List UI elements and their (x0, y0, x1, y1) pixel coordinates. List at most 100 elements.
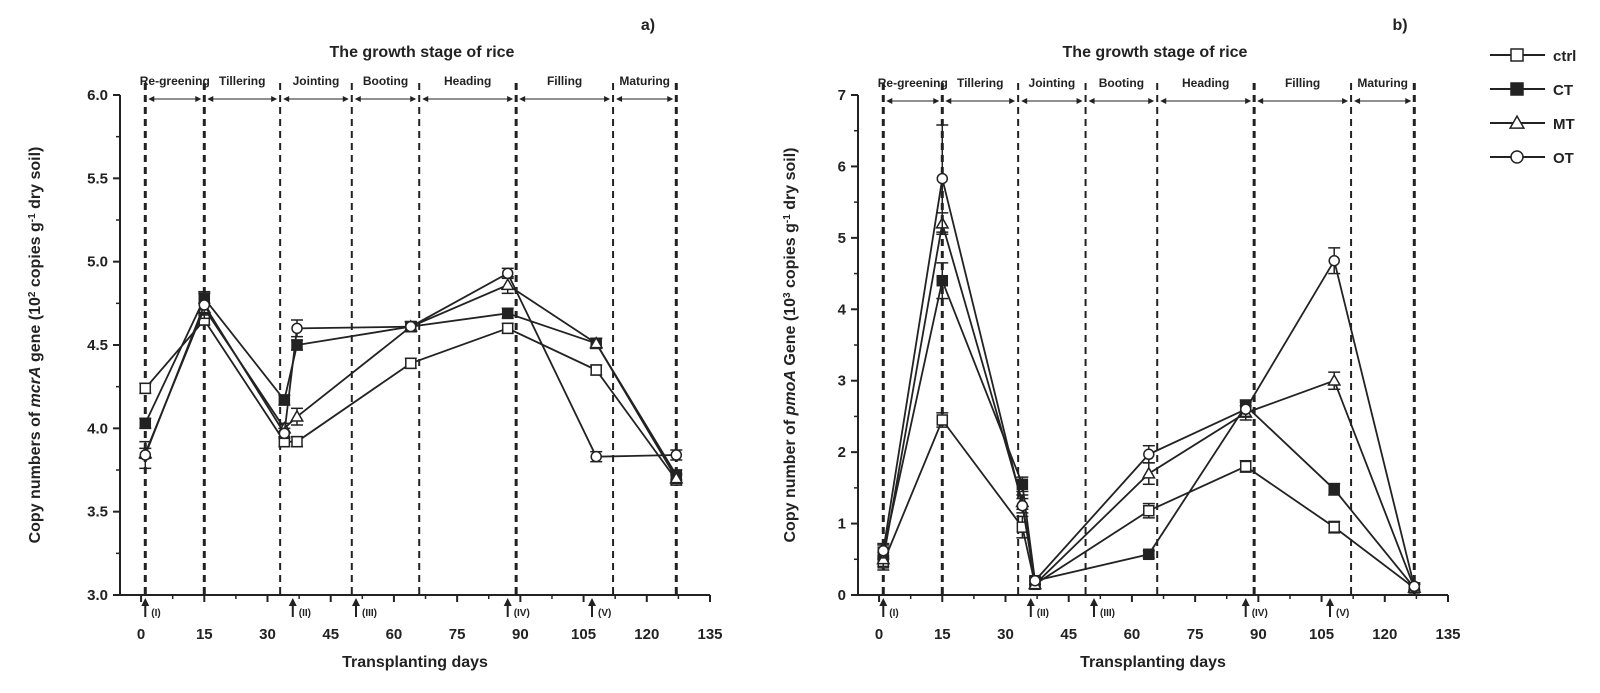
arrowhead-right (1009, 98, 1016, 104)
stage-label: Filling (547, 74, 582, 88)
x-tick-label: 45 (1060, 626, 1077, 643)
series-OT (877, 124, 1421, 593)
arrowhead-right (933, 98, 940, 104)
data-point (1328, 483, 1340, 496)
stage-label: Heading (444, 74, 491, 88)
data-point (590, 364, 602, 376)
event-arrow-head (1241, 598, 1250, 606)
data-point (278, 394, 291, 406)
arrowhead-left (519, 96, 526, 102)
y-tick-label: 3.0 (87, 587, 108, 604)
data-point (1327, 373, 1342, 386)
arrowhead-right (1342, 98, 1349, 104)
data-point (500, 277, 515, 291)
y-tick-label: 5 (838, 230, 846, 247)
data-point (936, 414, 949, 426)
stage-label: Booting (363, 74, 408, 88)
x-tick-label: 120 (634, 626, 659, 643)
x-tick-label: 75 (449, 626, 466, 643)
arrowhead-left (1088, 98, 1095, 104)
x-tick-label: 120 (1372, 626, 1397, 643)
data-point (1239, 460, 1252, 473)
series-line (882, 223, 1416, 589)
data-point (877, 544, 890, 557)
y-axis-label-part: Copy number of (782, 415, 799, 542)
stage-label: Tillering (219, 74, 265, 88)
x-tick-label: 105 (571, 626, 596, 643)
data-point (670, 449, 683, 461)
series-line (144, 296, 678, 476)
arrowhead-right (667, 96, 674, 102)
arrowhead-left (945, 98, 952, 104)
data-point (1143, 448, 1155, 461)
y-tick-label: 4.5 (87, 337, 108, 354)
data-point (1143, 548, 1155, 561)
arrowhead-left (1257, 98, 1264, 104)
legend-marker (1508, 114, 1526, 129)
data-point (589, 336, 604, 349)
stage-label: Maturing (1357, 76, 1408, 90)
data-point (669, 471, 684, 484)
event-label: (II) (1037, 608, 1049, 619)
y-axis-label-part: 3 (782, 292, 793, 298)
event-arrow-head (352, 598, 360, 606)
legend-marker (1510, 82, 1524, 96)
data-point (1016, 499, 1029, 512)
data-point (501, 322, 514, 335)
data-point (1029, 574, 1041, 587)
arrowhead-right (1405, 98, 1412, 104)
chart-panel-1: a) The growth stage of rice 3.0 3.5 4.0 4.5 5.… (27, 17, 723, 671)
event-arrow-head (141, 598, 150, 606)
arrowhead-left (1354, 98, 1361, 104)
chart-title: The growth stage of rice (1063, 44, 1248, 61)
stage-label: Jointing (293, 74, 340, 88)
legend-marker (1510, 48, 1524, 62)
series-line (144, 272, 677, 458)
arrowhead-left (422, 96, 429, 102)
y-axis-label-part: gene (10 (27, 297, 44, 366)
data-point (405, 357, 417, 370)
arrowhead-right (195, 96, 202, 102)
event-arrow-head (588, 598, 596, 606)
event-label: (III) (1100, 608, 1115, 619)
stage-label: Filling (1285, 76, 1320, 90)
legend-label: ctrl (1553, 48, 1576, 65)
y-tick-label: 6.0 (87, 87, 108, 104)
data-point (1239, 403, 1252, 416)
x-tick-label: 0 (137, 626, 145, 643)
data-point (278, 427, 291, 440)
y-tick-label: 3 (838, 373, 846, 390)
stage-label: Tillering (957, 76, 1003, 90)
arrowhead-left (1160, 98, 1167, 104)
event-arrow-head (288, 598, 297, 606)
y-axis-label-part: Gene (10 (782, 298, 799, 370)
event-label: (III) (362, 608, 377, 619)
arrowhead-left (283, 96, 290, 102)
y-axis-label-part: -1 (27, 213, 38, 222)
panel-label: a) (641, 17, 655, 34)
event-label: (I) (889, 608, 898, 619)
series-ctrl (877, 412, 1421, 594)
y-axis-label-part: Copy numbers of (27, 407, 44, 543)
chart-title: The growth stage of rice (330, 44, 515, 61)
legend-label: OT (1553, 150, 1574, 167)
x-axis-label: Transplanting days (1080, 654, 1226, 671)
x-tick-label: 60 (386, 626, 403, 643)
event-label: (I) (151, 608, 160, 619)
event-arrow-head (1026, 598, 1035, 606)
y-tick-label: 2 (838, 444, 846, 461)
y-tick-label: 5.5 (87, 170, 108, 187)
data-point (936, 274, 949, 287)
series-line (882, 418, 1415, 589)
x-tick-label: 135 (697, 626, 722, 643)
y-tick-label: 5.0 (87, 254, 108, 271)
x-tick-label: 0 (875, 626, 883, 643)
data-point (139, 382, 152, 395)
series-line (144, 283, 678, 479)
x-tick-label: 30 (259, 626, 276, 643)
arrowhead-left (1021, 98, 1028, 104)
x-tick-label: 45 (322, 626, 339, 643)
arrowhead-left (207, 96, 214, 102)
arrowhead-right (1076, 98, 1083, 104)
